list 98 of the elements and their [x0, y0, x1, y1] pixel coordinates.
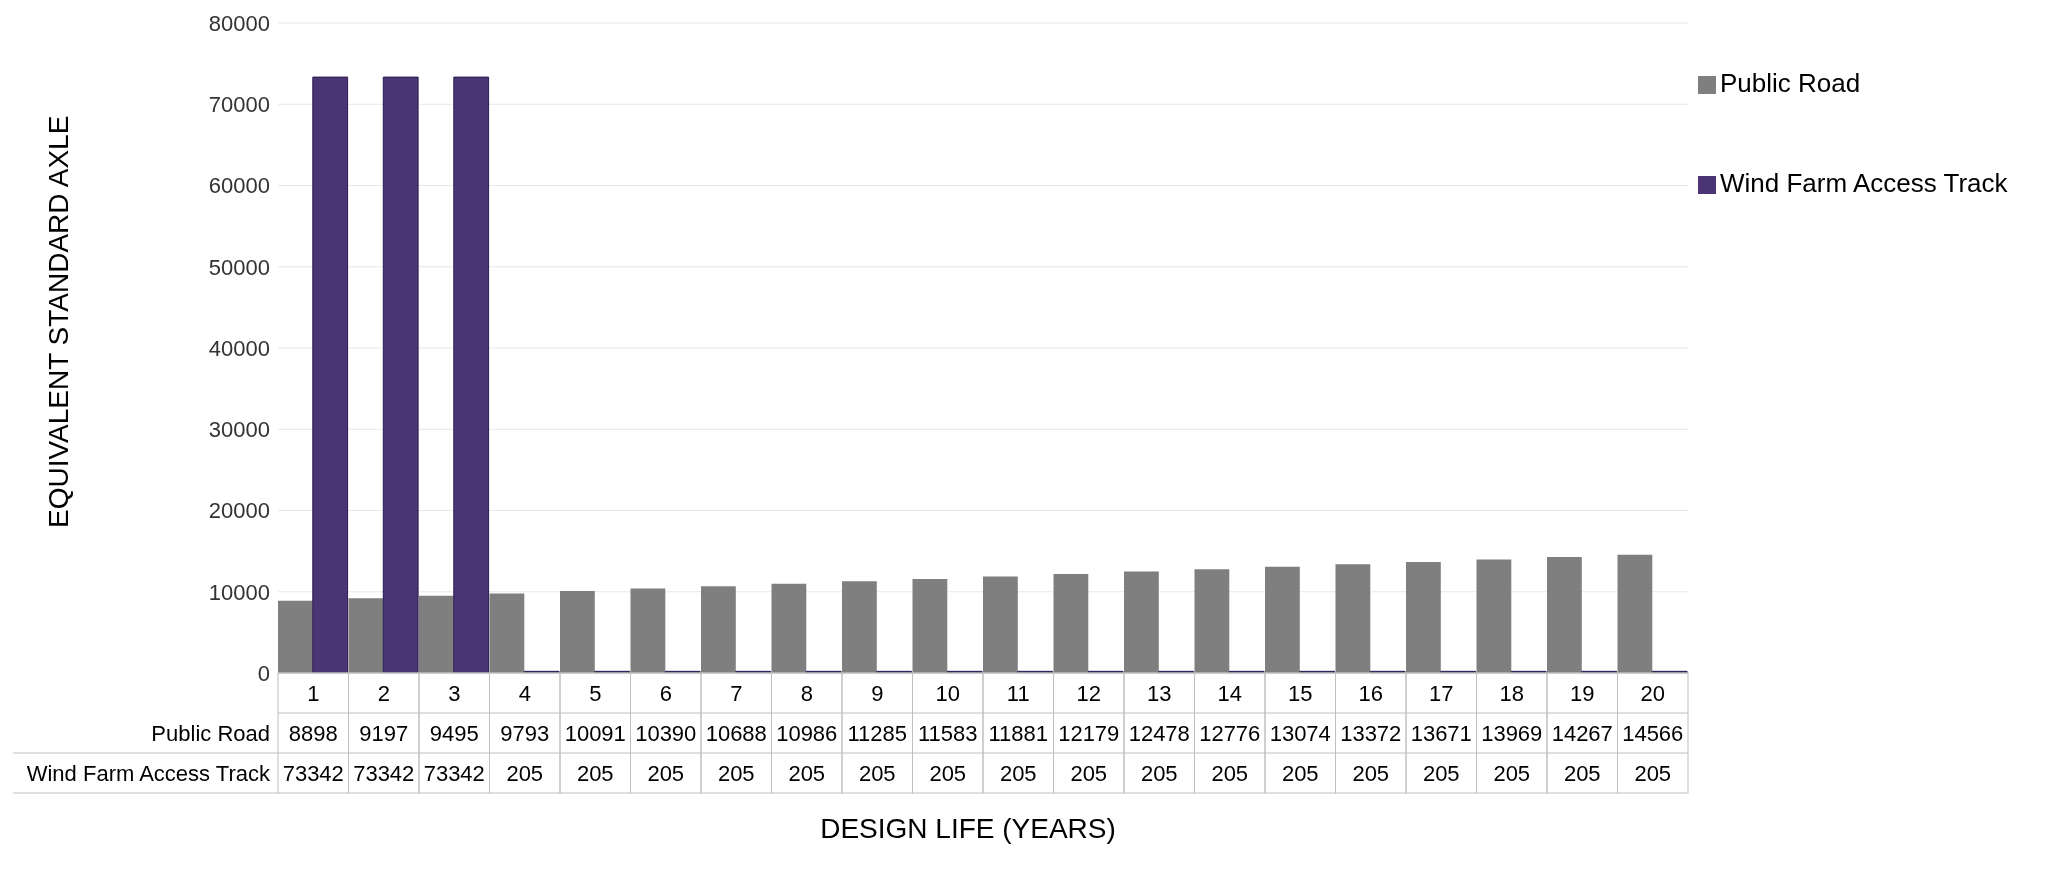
x-axis-title: DESIGN LIFE (YEARS)	[819, 813, 1117, 845]
data-label: 73342	[282, 760, 344, 786]
data-label: 205	[576, 760, 614, 786]
data-label: 11881	[988, 720, 1049, 746]
x-tick-label: 20	[1640, 680, 1665, 706]
x-tick-label: 4	[518, 680, 531, 706]
data-label: 205	[1281, 760, 1319, 786]
data-label: 10688	[705, 720, 767, 746]
x-tick-label: 12	[1076, 680, 1101, 706]
data-label: 73342	[423, 760, 485, 786]
y-tick-label: 60000	[208, 173, 270, 199]
y-tick-label: 20000	[208, 498, 270, 524]
data-label: 13074	[1269, 720, 1331, 746]
bar	[560, 591, 595, 673]
bar	[1124, 571, 1159, 673]
data-label: 205	[999, 760, 1037, 786]
data-label: 205	[858, 760, 896, 786]
y-tick-label: 40000	[208, 335, 270, 361]
data-label: 8898	[288, 720, 338, 746]
bar	[1547, 557, 1582, 673]
x-tick-label: 7	[730, 680, 743, 706]
x-tick-label: 11	[1006, 680, 1030, 706]
data-label: 205	[1422, 760, 1460, 786]
bar	[1476, 559, 1512, 673]
y-tick-label: 70000	[208, 92, 270, 118]
x-tick-label: 14	[1217, 680, 1242, 706]
data-label: 9495	[429, 720, 479, 746]
data-label: 205	[1140, 760, 1178, 786]
x-tick-label: 8	[800, 680, 813, 706]
bar	[701, 586, 736, 673]
bar	[348, 598, 384, 673]
data-label: 13372	[1340, 720, 1402, 746]
x-tick-label: 3	[448, 680, 461, 706]
data-label: 205	[788, 760, 826, 786]
bar	[419, 595, 454, 673]
x-tick-label: 9	[871, 680, 884, 706]
data-label: 11285	[847, 720, 908, 746]
y-tick-label: 80000	[208, 10, 270, 36]
text: Public Road	[151, 720, 270, 746]
data-label: 73342	[353, 760, 415, 786]
y-axis-title: EQUIVALENT STANDARD AXLE	[42, 115, 74, 528]
data-label: 14566	[1622, 720, 1684, 746]
x-tick-label: 13	[1147, 680, 1172, 706]
bar	[1194, 569, 1230, 673]
bar	[912, 578, 948, 673]
data-label: 11583	[917, 720, 978, 746]
x-tick-label: 10	[935, 680, 960, 706]
y-tick-label: 10000	[208, 579, 270, 605]
data-label: 12776	[1199, 720, 1261, 746]
x-tick-label: 16	[1358, 680, 1383, 706]
bar	[983, 576, 1018, 673]
y-tick-label: 30000	[208, 417, 270, 443]
legend-label: Wind Farm Access Track	[1720, 168, 2008, 198]
bar	[1617, 554, 1653, 673]
bar	[312, 76, 349, 673]
data-label: 10390	[635, 720, 697, 746]
bar	[1406, 561, 1441, 673]
bar	[630, 588, 666, 673]
x-tick-label: 6	[659, 680, 672, 706]
bar	[1335, 564, 1371, 673]
data-label: 12478	[1128, 720, 1190, 746]
x-tick-label: 1	[307, 680, 320, 706]
y-tick-label: 50000	[208, 254, 270, 280]
legend-label: Public Road	[1720, 68, 1861, 98]
data-label: 9793	[500, 720, 550, 746]
data-label: 205	[647, 760, 685, 786]
data-label: 12179	[1058, 720, 1120, 746]
x-tick-label: 2	[377, 680, 390, 706]
x-tick-label: 19	[1570, 680, 1595, 706]
bar	[453, 76, 490, 673]
bar	[1265, 566, 1300, 673]
bar	[382, 76, 419, 673]
data-label: 205	[1211, 760, 1249, 786]
data-label: 205	[506, 760, 544, 786]
text: Wind Farm Access Track	[26, 760, 270, 786]
x-tick-label: 15	[1288, 680, 1313, 706]
bar	[278, 600, 313, 673]
data-label: 205	[1493, 760, 1531, 786]
data-label: 205	[1563, 760, 1601, 786]
data-label: 205	[1352, 760, 1390, 786]
data-label: 14267	[1551, 720, 1613, 746]
x-tick-label: 5	[589, 680, 602, 706]
data-label: 205	[1070, 760, 1108, 786]
bar	[771, 583, 807, 673]
bar	[1053, 574, 1089, 673]
data-label: 9197	[359, 720, 409, 746]
data-label: 13969	[1481, 720, 1543, 746]
x-tick-label: 17	[1429, 680, 1454, 706]
bar	[489, 593, 525, 673]
data-label: 10986	[776, 720, 838, 746]
y-tick-label: 0	[257, 660, 270, 686]
data-label: 13671	[1410, 720, 1472, 746]
data-label: 205	[1634, 760, 1672, 786]
data-label: 205	[929, 760, 967, 786]
data-label: 10091	[564, 720, 626, 746]
data-label: 205	[717, 760, 755, 786]
x-tick-label: 18	[1499, 680, 1524, 706]
bar	[842, 581, 877, 673]
